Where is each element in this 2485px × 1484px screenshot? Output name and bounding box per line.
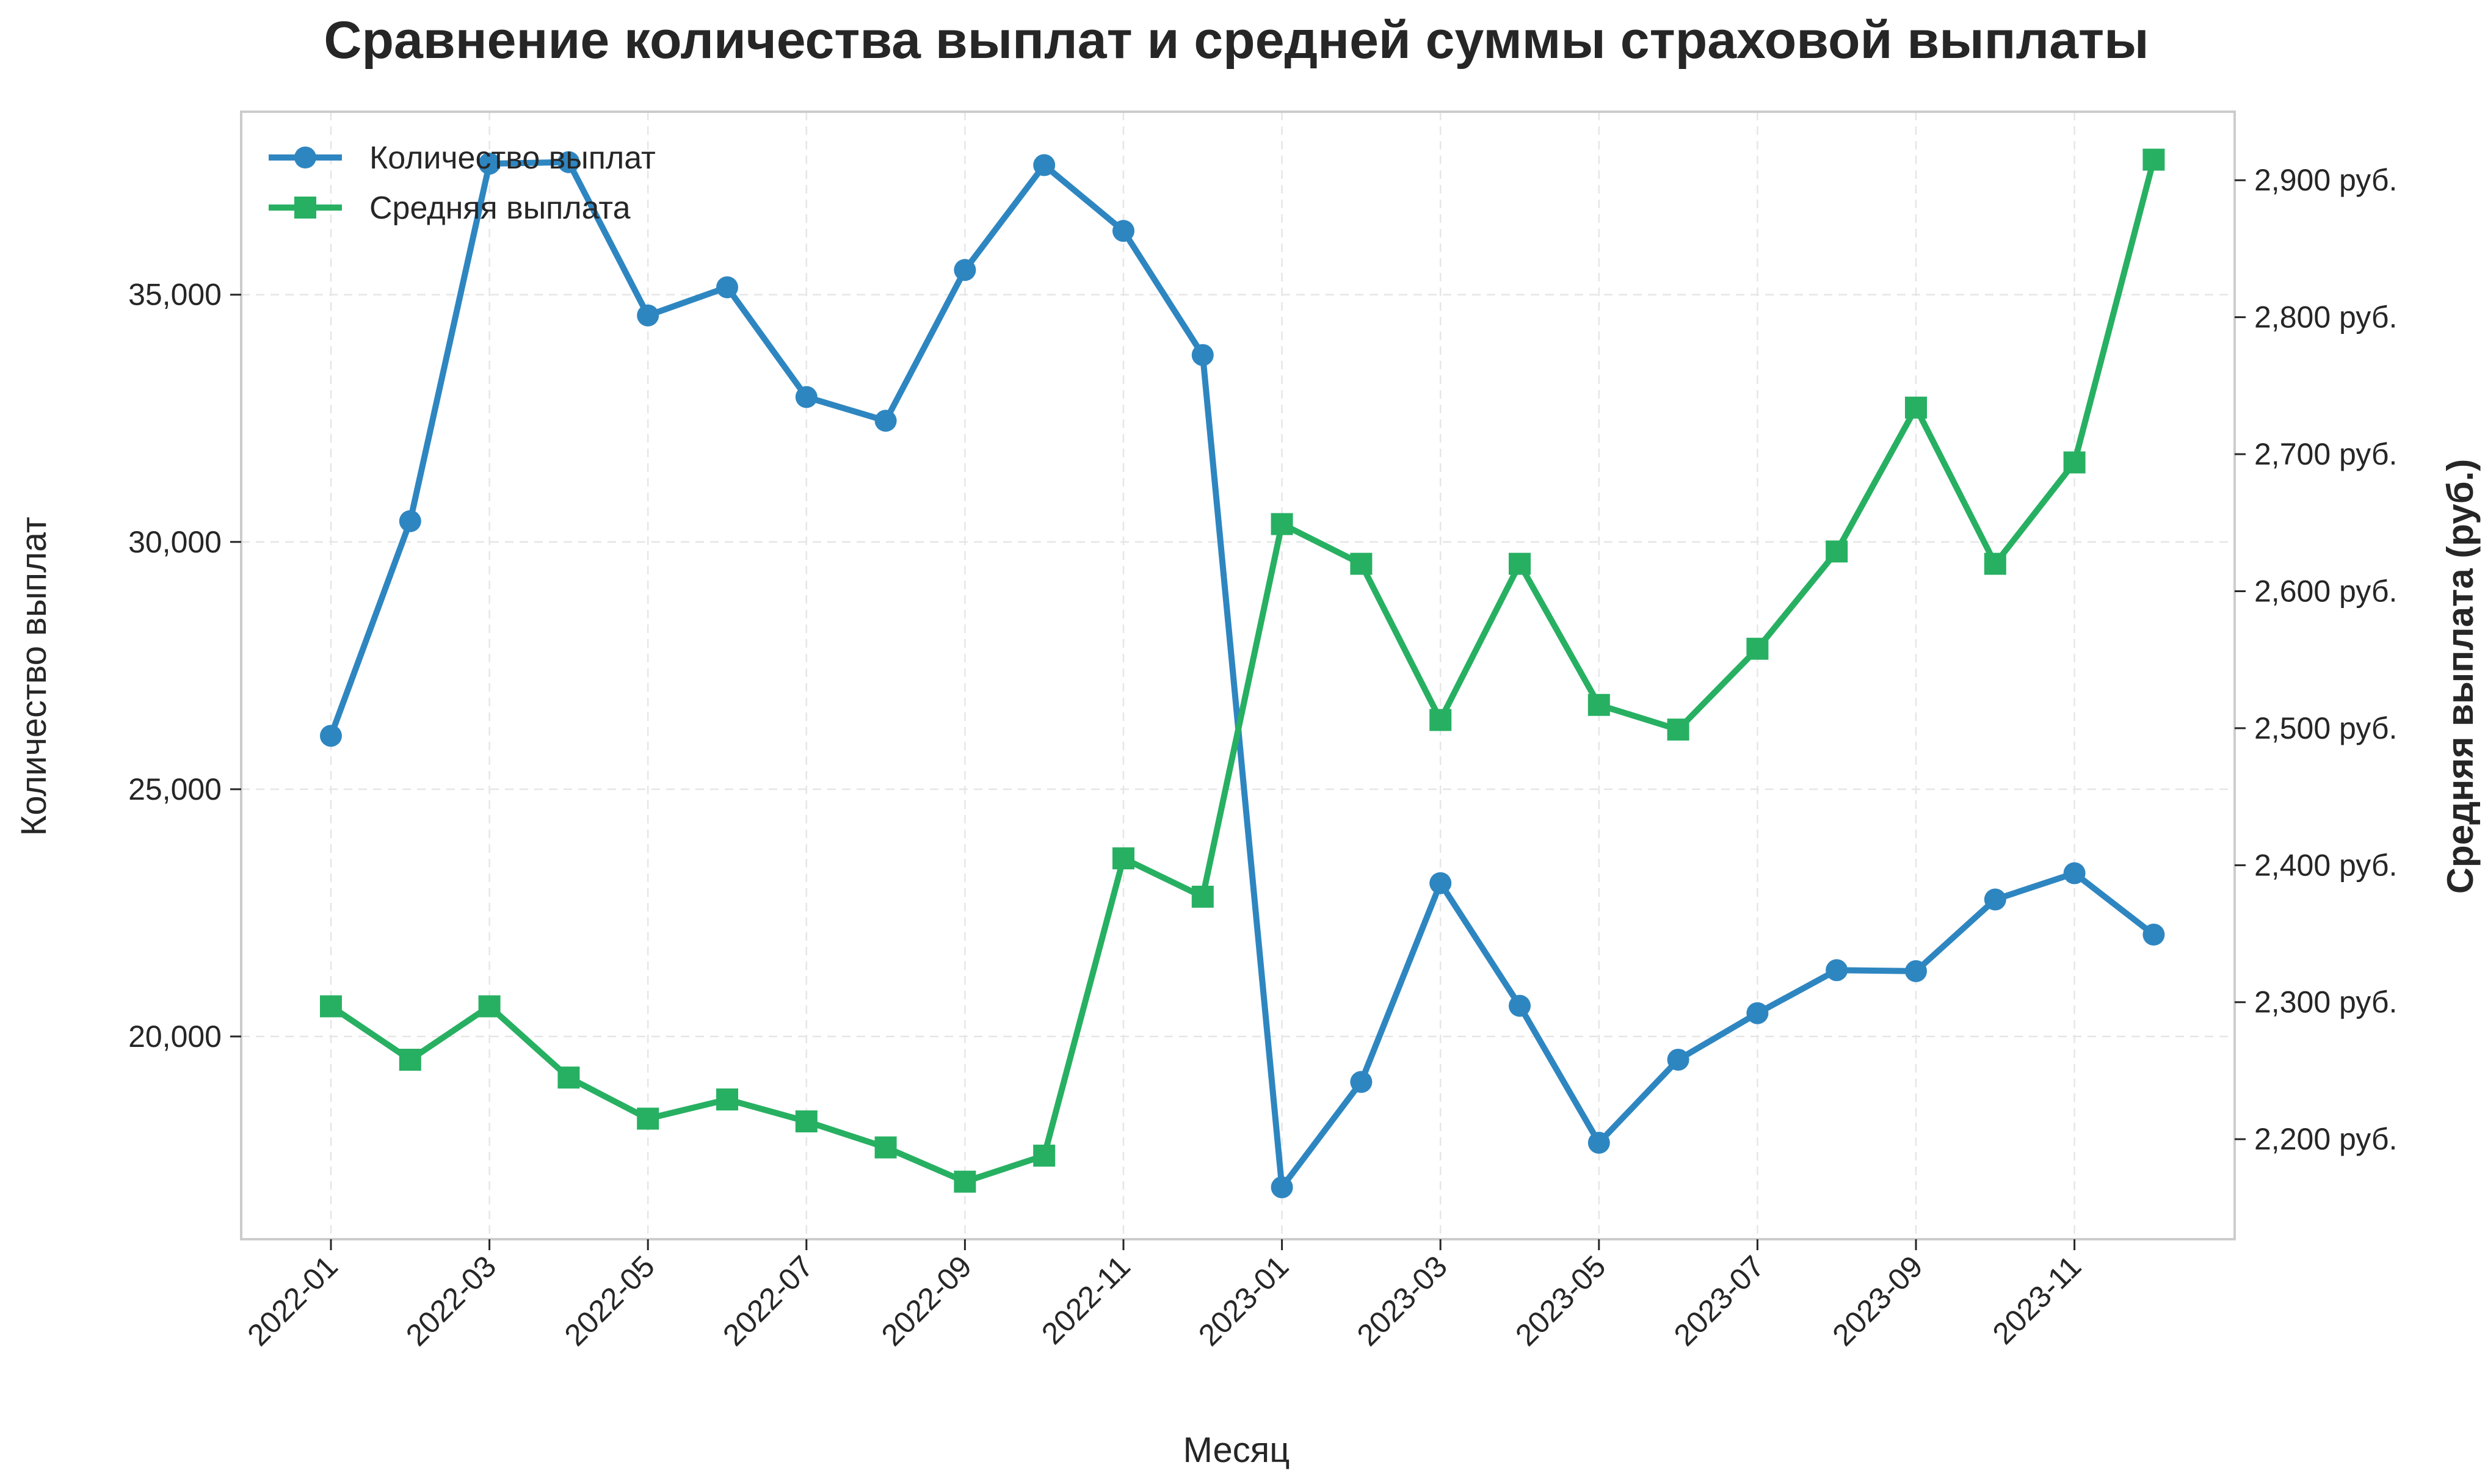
x-tick-label: 2023-01 bbox=[1192, 1249, 1295, 1352]
data-point-series-1 bbox=[1667, 718, 1689, 741]
data-point-series-0 bbox=[1905, 960, 1927, 982]
data-point-series-0 bbox=[1587, 1132, 1610, 1154]
left-y-axis: 20,000 25,000 30,000 35,000 bbox=[128, 278, 241, 1054]
x-tick-label: 2022-03 bbox=[399, 1249, 502, 1352]
data-point-series-1 bbox=[2142, 148, 2165, 171]
data-point-series-0 bbox=[1826, 959, 1848, 982]
data-point-series-0 bbox=[2063, 862, 2086, 885]
data-point-series-0 bbox=[1984, 888, 2006, 911]
data-point-series-1 bbox=[1509, 552, 1531, 575]
data-point-series-0 bbox=[637, 304, 659, 327]
data-point-series-0 bbox=[1033, 154, 1056, 176]
data-point-series-0 bbox=[1271, 1176, 1293, 1198]
x-tick-label: 2022-09 bbox=[875, 1249, 978, 1352]
x-axis-label: Месяц bbox=[1183, 1430, 1290, 1470]
data-point-series-1 bbox=[1271, 513, 1293, 535]
data-point-series-1 bbox=[399, 1049, 421, 1071]
left-tick-label: 20,000 bbox=[128, 1019, 222, 1054]
data-point-series-1 bbox=[478, 995, 501, 1018]
data-point-series-1 bbox=[1112, 847, 1134, 870]
data-point-series-1 bbox=[795, 1110, 818, 1132]
x-tick-label: 2023-03 bbox=[1351, 1249, 1454, 1352]
x-tick-label: 2023-05 bbox=[1509, 1249, 1612, 1352]
data-point-series-1 bbox=[1191, 885, 1214, 908]
left-tick-label: 35,000 bbox=[128, 278, 222, 312]
data-point-series-0 bbox=[716, 276, 738, 299]
data-point-series-0 bbox=[1112, 220, 1134, 242]
legend-marker-average bbox=[294, 197, 316, 219]
data-point-series-0 bbox=[557, 151, 580, 173]
series-layer bbox=[320, 148, 2165, 1198]
right-tick-label: 2,400 руб. bbox=[2254, 848, 2397, 882]
x-tick-label: 2023-09 bbox=[1826, 1249, 1929, 1352]
right-tick-label: 2,700 руб. bbox=[2254, 437, 2397, 471]
left-tick-label: 30,000 bbox=[128, 525, 222, 559]
data-point-series-0 bbox=[478, 153, 501, 175]
x-tick-label: 2022-11 bbox=[1035, 1249, 1137, 1351]
data-point-series-0 bbox=[874, 410, 897, 432]
right-tick-label: 2,600 руб. bbox=[2254, 574, 2397, 608]
data-point-series-1 bbox=[1826, 540, 1848, 563]
right-y-axis-label: Средняя выплата (руб.) bbox=[2440, 459, 2481, 894]
data-point-series-1 bbox=[1984, 552, 2006, 575]
left-tick-label: 25,000 bbox=[128, 772, 222, 806]
data-point-series-0 bbox=[1429, 872, 1452, 894]
x-tick-label: 2022-07 bbox=[716, 1249, 819, 1352]
right-tick-label: 2,900 руб. bbox=[2254, 163, 2397, 197]
data-point-series-1 bbox=[1429, 709, 1452, 731]
legend: Количество выплат Средняя выплата bbox=[269, 140, 656, 226]
legend-marker-count bbox=[294, 147, 316, 168]
legend-label-average: Средняя выплата bbox=[369, 190, 631, 226]
right-tick-label: 2,500 руб. bbox=[2254, 711, 2397, 745]
data-point-series-1 bbox=[1905, 396, 1927, 419]
data-point-series-0 bbox=[1509, 994, 1531, 1017]
data-point-series-0 bbox=[1667, 1048, 1689, 1071]
legend-label-count: Количество выплат bbox=[369, 140, 656, 176]
data-point-series-1 bbox=[2063, 451, 2086, 474]
series-line-1 bbox=[328, 156, 2157, 1185]
data-point-series-0 bbox=[1746, 1002, 1769, 1024]
right-y-axis: 2,200 руб. 2,300 руб. 2,400 руб. 2,500 руб.… bbox=[2235, 163, 2397, 1156]
grid-lines bbox=[241, 112, 2235, 1239]
data-point-series-1 bbox=[637, 1107, 659, 1130]
data-point-series-0 bbox=[399, 510, 421, 532]
left-y-axis-label: Количество выплат bbox=[14, 517, 54, 836]
x-tick-label: 2022-05 bbox=[558, 1249, 661, 1352]
data-point-series-1 bbox=[954, 1170, 976, 1193]
x-tick-label: 2023-11 bbox=[1986, 1249, 2088, 1351]
data-point-series-1 bbox=[557, 1066, 580, 1089]
data-point-series-1 bbox=[320, 995, 342, 1018]
right-tick-label: 2,800 руб. bbox=[2254, 300, 2397, 335]
data-point-series-1 bbox=[716, 1088, 738, 1111]
data-point-series-1 bbox=[1746, 637, 1769, 660]
data-point-series-1 bbox=[1033, 1145, 1056, 1167]
right-tick-label: 2,200 руб. bbox=[2254, 1122, 2397, 1156]
data-point-series-0 bbox=[2142, 923, 2165, 946]
x-tick-label: 2023-07 bbox=[1667, 1249, 1771, 1352]
right-tick-label: 2,300 руб. bbox=[2254, 985, 2397, 1019]
x-tick-label: 2022-01 bbox=[241, 1249, 344, 1352]
data-point-series-0 bbox=[795, 386, 818, 408]
data-point-series-1 bbox=[1587, 693, 1610, 716]
data-point-series-0 bbox=[1350, 1071, 1373, 1093]
data-point-series-0 bbox=[1191, 344, 1214, 366]
chart-title: Сравнение количества выплат и средней су… bbox=[324, 11, 2149, 70]
data-point-series-1 bbox=[874, 1136, 897, 1159]
data-point-series-0 bbox=[954, 259, 976, 281]
data-point-series-0 bbox=[320, 725, 342, 747]
x-axis: 2022-01 2022-03 2022-05 2022-07 2022-09 2022-… bbox=[241, 1239, 2088, 1353]
plot-frame bbox=[240, 110, 2236, 1240]
series-line-0 bbox=[328, 159, 2157, 1190]
data-point-series-1 bbox=[1350, 552, 1373, 575]
